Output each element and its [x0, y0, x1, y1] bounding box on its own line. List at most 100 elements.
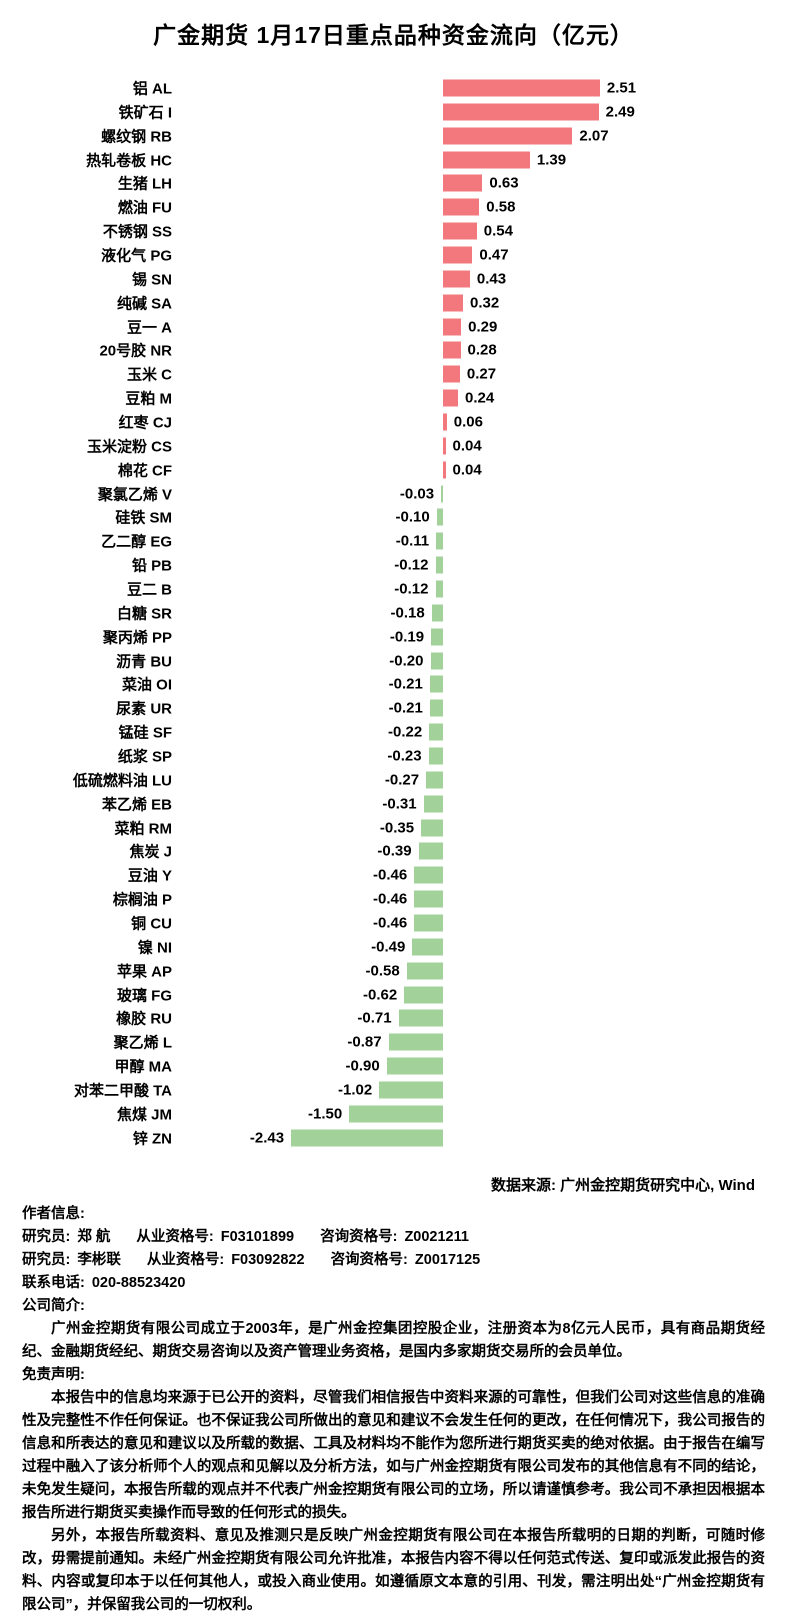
category-label: 豆一 A: [126, 319, 172, 337]
category-label: 菜粕 RM: [114, 820, 173, 838]
value-label: 0.27: [466, 365, 497, 383]
cert-label: 从业资格号:: [146, 1251, 225, 1268]
value-label: 0.47: [479, 246, 509, 264]
category-label: 玉米 C: [126, 366, 172, 384]
bar-negative: [436, 532, 443, 550]
chart-row: 热轧卷板 HC 1.39: [0, 148, 787, 172]
bar-negative: [429, 675, 443, 693]
bar-positive: [443, 318, 462, 336]
bar-negative: [398, 1009, 443, 1027]
bar-positive: [443, 198, 480, 216]
chart-row: 对苯二甲酸 TA -1.02: [0, 1078, 787, 1102]
chart-row: 硅铁 SM -0.10: [0, 505, 787, 529]
chart-title: 广金期货 1月17日重点品种资金流向（亿元）: [153, 22, 634, 48]
footer-info: 作者信息: 研究员: 郑 航从业资格号: F03101899 咨询资格号: Z00212…: [0, 1195, 787, 1616]
advisor-label: 咨询资格号:: [320, 1228, 398, 1245]
chart-row: 橡胶 RU -0.71: [0, 1007, 787, 1031]
chart-row: 生猪 LH 0.63: [0, 171, 787, 195]
value-label: -0.71: [357, 1009, 392, 1027]
chart-row: 聚氯乙烯 V -0.03: [0, 482, 787, 506]
chart-row: 菜油 OI -0.21: [0, 672, 787, 696]
bar-negative: [423, 795, 443, 813]
value-label: 0.29: [468, 318, 498, 336]
chart-row: 低硫燃料油 LU -0.27: [0, 768, 787, 792]
chart-row: 燃油 FU 0.58: [0, 195, 787, 219]
category-label: 锰硅 SF: [118, 724, 172, 742]
value-label: -0.39: [377, 842, 412, 860]
category-label: 纯碱 SA: [116, 295, 172, 313]
disclaimer-header: 免责声明:: [22, 1366, 85, 1383]
advisor-number: Z0017125: [414, 1251, 481, 1268]
chart-row: 锌 ZN -2.43: [0, 1126, 787, 1150]
bar-positive: [443, 389, 458, 407]
category-label: 螺纹钢 RB: [101, 128, 172, 146]
disclaimer-paragraph-1: 本报告中的信息均来源于已公开的资料，尽管我们相信报告中资料来源的可靠性，但我们公…: [22, 1389, 765, 1521]
value-label: -0.21: [388, 699, 423, 717]
category-label: 对苯二甲酸 TA: [73, 1082, 172, 1100]
chart-row: 甲醇 MA -0.90: [0, 1054, 787, 1078]
bar-positive: [443, 341, 461, 359]
chart-row: 棉花 CF 0.04: [0, 458, 787, 482]
category-label: 生猪 LH: [117, 175, 172, 193]
category-label: 乙二醇 EG: [101, 533, 172, 551]
bar-negative: [426, 771, 443, 789]
category-label: 铜 CU: [131, 915, 172, 933]
bar-negative: [291, 1129, 443, 1147]
bar-negative: [435, 580, 443, 598]
category-label: 玻璃 FG: [117, 987, 172, 1005]
company-intro-header: 公司简介:: [22, 1297, 85, 1314]
category-label: 纸浆 SP: [117, 748, 172, 766]
value-label: -0.10: [395, 508, 430, 526]
advisor-number: Z0021211: [404, 1228, 469, 1245]
value-label: -0.46: [373, 914, 408, 932]
value-label: -0.12: [394, 556, 429, 574]
bar-positive: [443, 151, 530, 168]
value-label: -0.31: [382, 795, 417, 813]
bar-negative: [349, 1105, 443, 1123]
chart-row: 玻璃 FG -0.62: [0, 983, 787, 1007]
category-label: 锌 ZN: [132, 1130, 172, 1148]
category-label: 液化气 PG: [101, 247, 172, 265]
chart-row: 铜 CU -0.46: [0, 911, 787, 935]
chart-row: 红枣 CJ 0.06: [0, 410, 787, 434]
cert-number: F03092822: [231, 1251, 305, 1268]
category-label: 玉米淀粉 CS: [86, 438, 172, 456]
category-label: 低硫燃料油 LU: [72, 772, 172, 790]
category-label: 焦炭 J: [129, 843, 172, 861]
researcher-row-1: 研究员: 郑 航 从业资格号: F03101899 咨询资格号: Z0021211: [22, 1226, 765, 1249]
fund-flow-bar-chart: 铝 AL 2.51 铁矿石 I 2.49 螺纹钢 RB 2.07 热轧卷板 HC 1.39 生猪…: [0, 76, 787, 1150]
chart-row: 螺纹钢 RB 2.07: [0, 124, 787, 148]
value-label: -0.58: [365, 962, 400, 980]
value-label: -0.18: [390, 604, 425, 622]
category-label: 焦煤 JM: [116, 1106, 172, 1124]
category-label: 豆油 Y: [127, 867, 172, 885]
chart-row: 铝 AL 2.51: [0, 76, 787, 100]
value-label: -0.19: [389, 628, 425, 646]
category-label: 热轧卷板 HC: [86, 152, 172, 169]
category-label: 豆二 B: [126, 581, 172, 599]
category-label: 沥青 BU: [116, 653, 172, 671]
bar-positive: [443, 79, 600, 97]
data-source: 数据来源: 广州金控期货研究中心, Wind: [490, 1176, 755, 1194]
value-label: -0.20: [389, 652, 424, 670]
bar-negative: [404, 986, 443, 1004]
researcher-name: 郑 航: [77, 1228, 111, 1245]
bar-positive: [443, 246, 473, 264]
bar-negative: [406, 962, 443, 980]
cert-label: 从业资格号:: [136, 1228, 214, 1245]
bar-negative: [431, 628, 443, 646]
value-label: -0.90: [345, 1057, 380, 1075]
category-label: 豆粕 M: [125, 390, 172, 408]
value-label: 0.28: [467, 341, 497, 359]
bar-positive: [443, 413, 447, 431]
bar-negative: [414, 890, 443, 908]
value-label: 0.04: [452, 461, 482, 479]
bar-negative: [428, 747, 443, 765]
bar-negative: [429, 699, 443, 717]
chart-row: 聚丙烯 PP -0.19: [0, 625, 787, 649]
bar-negative: [414, 914, 443, 932]
chart-row: 不锈钢 SS 0.54: [0, 219, 787, 243]
bar-negative: [421, 819, 443, 837]
category-label: 棕榈油 P: [112, 891, 172, 909]
